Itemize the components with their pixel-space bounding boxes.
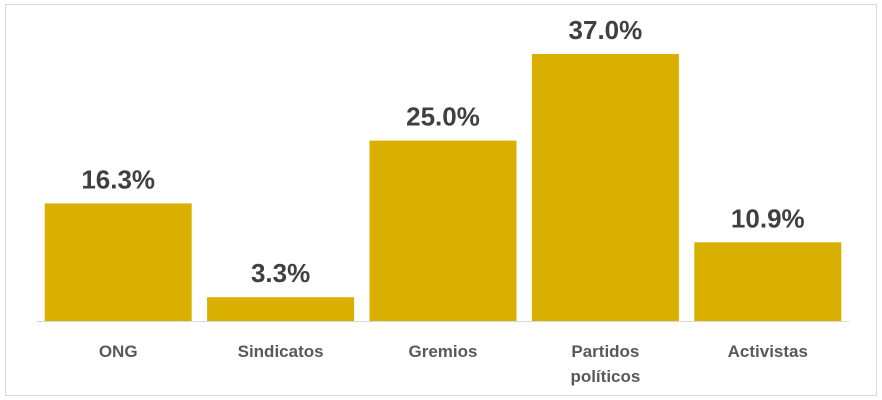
category-label-line: políticos — [570, 367, 640, 386]
category-label-line: Gremios — [409, 342, 478, 361]
bar-4 — [694, 242, 842, 321]
bar-2 — [369, 140, 517, 321]
bars-group — [44, 54, 842, 321]
category-label-3: Partidos políticos — [570, 342, 640, 386]
value-label-2: 25.0% — [406, 102, 480, 132]
value-label-4: 10.9% — [731, 203, 805, 233]
value-label-3: 37.0% — [569, 15, 643, 45]
category-label-line: Sindicatos — [238, 342, 324, 361]
category-label-2: Gremios — [409, 342, 478, 361]
value-label-1: 3.3% — [251, 258, 310, 288]
bar-3 — [531, 54, 679, 321]
category-label-line: ONG — [99, 342, 138, 361]
value-labels-group: 16.3% 3.3% 25.0% 37.0% 10.9% — [81, 15, 804, 288]
category-label-4: Activistas — [728, 342, 808, 361]
category-label-0: ONG — [99, 342, 138, 361]
category-label-line: Partidos — [571, 342, 639, 361]
bar-1 — [207, 297, 355, 321]
category-label-1: Sindicatos — [238, 342, 324, 361]
value-label-0: 16.3% — [81, 164, 155, 194]
category-label-line: Activistas — [728, 342, 808, 361]
bar-0 — [44, 203, 192, 321]
category-labels-group: ONG Sindicatos Gremios Partidos políticos Act… — [99, 342, 808, 386]
